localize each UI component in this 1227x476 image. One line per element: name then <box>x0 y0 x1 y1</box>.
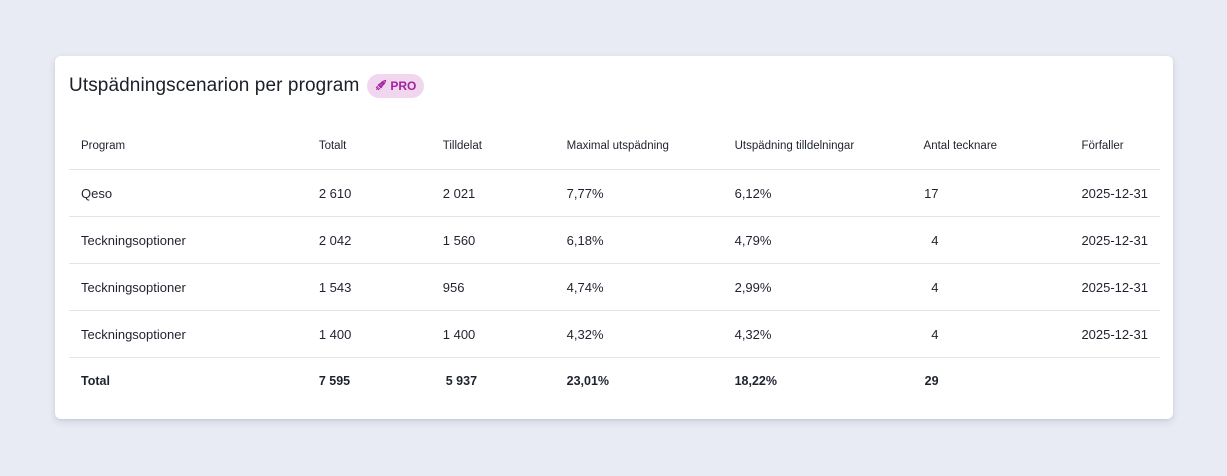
dilution-table: Program Totalt Tilldelat Maximal utspädn… <box>69 123 1160 404</box>
cell-totalt: 2 042 <box>306 216 431 264</box>
pro-badge-label: PRO <box>390 79 417 93</box>
cell-forfaller: 2025-12-31 <box>1069 310 1160 358</box>
cell-maximal-utspadning: 6,18% <box>554 216 723 264</box>
header-tilldelat[interactable]: Tilldelat <box>430 123 555 170</box>
cell-totalt: 2 610 <box>306 169 431 217</box>
total-antal-tecknare: 29 <box>912 358 1070 405</box>
rocket-icon <box>375 79 390 94</box>
antal-value: 17 <box>924 185 939 201</box>
table-header-row: Program Totalt Tilldelat Maximal utspädn… <box>69 123 1160 170</box>
card-header: Utspädningscenarion per program PRO <box>69 73 425 99</box>
cell-program: Teckningsoptioner <box>69 310 307 358</box>
total-tilldelat-value: 5 937 <box>445 374 478 388</box>
cell-tilldelat: 2 021 <box>430 169 555 217</box>
table-row[interactable]: Teckningsoptioner 1 400 1 400 4,32% 4,32… <box>69 310 1160 358</box>
cell-program: Teckningsoptioner <box>69 263 307 311</box>
dilution-card: Utspädningscenarion per program PRO Prog… <box>55 56 1173 419</box>
cell-program: Qeso <box>69 169 307 217</box>
total-antal-value: 29 <box>924 374 939 388</box>
cell-utspadning-tilldelningar: 4,79% <box>722 216 912 264</box>
cell-forfaller: 2025-12-31 <box>1069 263 1160 311</box>
cell-forfaller: 2025-12-31 <box>1069 216 1160 264</box>
antal-value: 4 <box>931 326 939 342</box>
header-totalt[interactable]: Totalt <box>306 123 431 170</box>
cell-utspadning-tilldelningar: 2,99% <box>722 263 912 311</box>
cell-utspadning-tilldelningar: 4,32% <box>722 310 912 358</box>
total-label: Total <box>81 374 110 388</box>
cell-antal-tecknare: 4 <box>911 310 1070 358</box>
table-row[interactable]: Qeso 2 610 2 021 7,77% 6,12% 17 2025-12-… <box>69 169 1160 217</box>
header-utspadning-tilldelningar[interactable]: Utspädning tilldelningar <box>722 123 912 170</box>
total-totalt: 7 595 <box>318 374 351 388</box>
cell-antal-tecknare: 17 <box>911 169 1070 217</box>
header-antal-tecknare[interactable]: Antal tecknare <box>911 123 1070 170</box>
total-utspadning-tilldelningar: 18,22% <box>734 374 777 388</box>
cell-tilldelat: 1 400 <box>430 310 555 358</box>
cell-maximal-utspadning: 7,77% <box>554 169 723 217</box>
cell-utspadning-tilldelningar: 6,12% <box>722 169 912 217</box>
total-maximal-utspadning: 23,01% <box>566 374 610 388</box>
antal-value: 4 <box>931 232 939 248</box>
cell-maximal-utspadning: 4,74% <box>554 263 723 311</box>
pro-badge: PRO <box>367 74 425 98</box>
cell-tilldelat: 1 560 <box>430 216 555 264</box>
cell-totalt: 1 400 <box>306 310 431 358</box>
table-row[interactable]: Teckningsoptioner 2 042 1 560 6,18% 4,79… <box>69 216 1160 264</box>
header-maximal-utspadning[interactable]: Maximal utspädning <box>554 123 723 170</box>
antal-value: 4 <box>931 279 939 295</box>
card-title: Utspädningscenarion per program <box>69 75 360 96</box>
total-tilldelat: 5 937 <box>431 358 555 405</box>
total-row: Total 7 595 5 937 23,01% 18,22% 29 <box>69 358 1160 405</box>
cell-maximal-utspadning: 4,32% <box>554 310 723 358</box>
cell-antal-tecknare: 4 <box>911 263 1070 311</box>
header-forfaller[interactable]: Förfaller <box>1069 123 1160 170</box>
table-row[interactable]: Teckningsoptioner 1 543 956 4,74% 2,99% … <box>69 263 1160 311</box>
cell-antal-tecknare: 4 <box>911 216 1070 264</box>
cell-totalt: 1 543 <box>306 263 431 311</box>
total-forfaller <box>1069 358 1160 405</box>
cell-program: Teckningsoptioner <box>69 216 307 264</box>
cell-forfaller: 2025-12-31 <box>1069 169 1160 217</box>
header-program[interactable]: Program <box>69 123 307 170</box>
cell-tilldelat: 956 <box>430 263 555 311</box>
